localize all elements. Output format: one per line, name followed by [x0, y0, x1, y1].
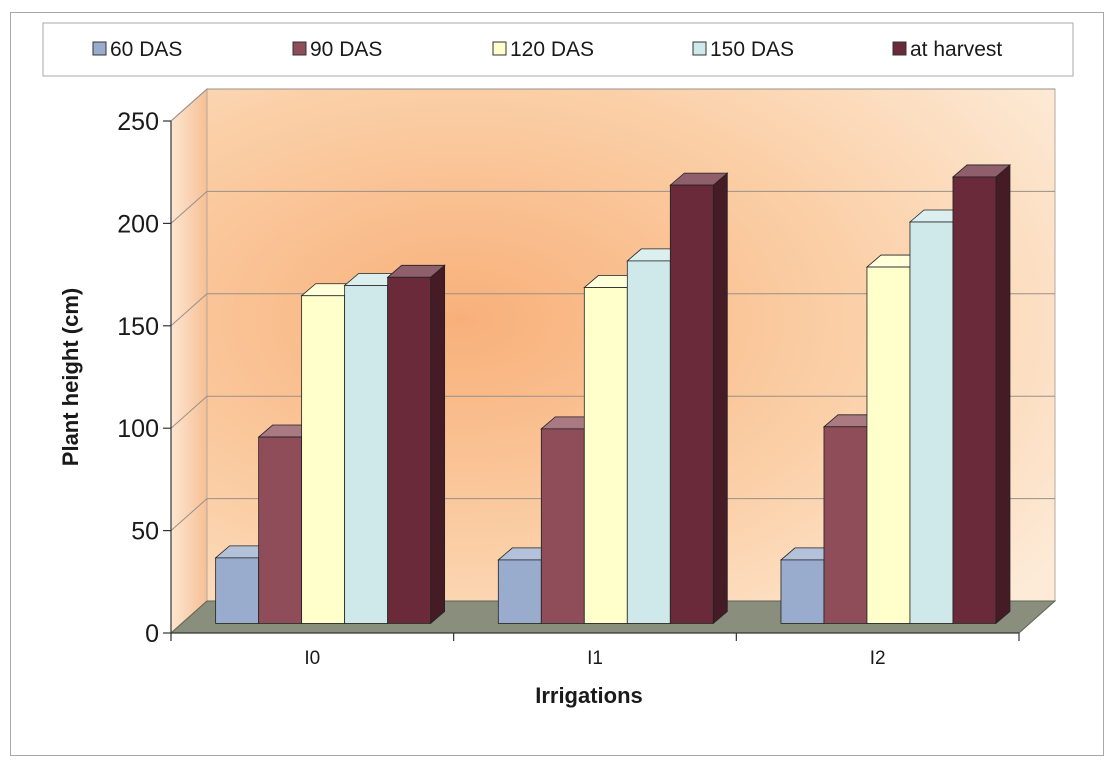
bar-front	[626, 260, 671, 624]
legend-swatch	[492, 41, 507, 56]
gridline-side	[170, 191, 208, 224]
side-wall	[170, 87, 208, 635]
bar-front	[823, 426, 868, 624]
y-axis-ticks: 0 50 100 150 200 250	[117, 108, 171, 648]
bar-side	[995, 164, 1011, 625]
legend-swatch	[92, 41, 107, 56]
y-tick-label: 250	[117, 108, 159, 136]
gridline-side	[170, 88, 208, 122]
bar-front	[583, 287, 628, 624]
x-axis-ticks: I0 I1 I2	[170, 633, 1020, 669]
y-axis-title: Plant height (cm)	[58, 288, 83, 466]
bar-front	[344, 285, 389, 624]
bar-front	[497, 559, 542, 624]
legend-label: 120 DAS	[510, 38, 594, 61]
bar-front	[952, 176, 997, 624]
legend-item: 120 DAS	[492, 38, 594, 61]
gridline-side	[170, 395, 208, 429]
y-tick-label: 0	[145, 620, 159, 648]
legend-item: 60 DAS	[92, 38, 182, 61]
bar-side	[712, 172, 728, 625]
x-tick-label: I1	[587, 648, 603, 669]
legend-swatch	[292, 41, 307, 56]
bars	[214, 164, 1012, 625]
y-tick-label: 150	[117, 313, 159, 341]
y-tick-label: 200	[117, 210, 159, 238]
bar-front	[909, 221, 954, 624]
bar-front	[780, 559, 825, 624]
bar-chart: 60 DAS 90 DAS 120 DAS 150 DAS at harvest 0 50…	[42, 22, 1074, 708]
bar-front	[540, 428, 585, 624]
legend-item: 90 DAS	[292, 38, 382, 61]
legend-swatch	[892, 41, 907, 56]
x-axis-title: Irrigations	[535, 683, 643, 708]
bar	[951, 164, 1012, 625]
legend-swatch	[692, 41, 707, 56]
y-tick-label: 100	[117, 415, 159, 443]
bar-side	[430, 264, 446, 625]
bar-front	[215, 557, 260, 624]
bar-front	[387, 276, 432, 624]
x-tick-label: I0	[304, 648, 320, 669]
gridline-side	[170, 498, 208, 531]
legend-label: at harvest	[910, 38, 1002, 61]
bar-front	[301, 295, 346, 624]
legend: 60 DAS 90 DAS 120 DAS 150 DAS at harvest	[92, 38, 1002, 61]
gridline-side	[170, 293, 208, 327]
bar-front	[669, 184, 714, 624]
bar	[669, 172, 729, 625]
y-tick-label: 50	[131, 518, 159, 546]
bar-front	[866, 266, 911, 624]
x-tick-label: I2	[870, 648, 886, 669]
chart-frame: 60 DAS 90 DAS 120 DAS 150 DAS at harvest 0 50…	[10, 12, 1104, 756]
legend-label: 150 DAS	[710, 38, 794, 61]
bar	[386, 264, 446, 625]
legend-label: 90 DAS	[310, 38, 382, 61]
legend-label: 60 DAS	[110, 38, 182, 61]
legend-item: at harvest	[892, 38, 1002, 61]
bar-front	[258, 436, 303, 624]
legend-item: 150 DAS	[692, 38, 794, 61]
